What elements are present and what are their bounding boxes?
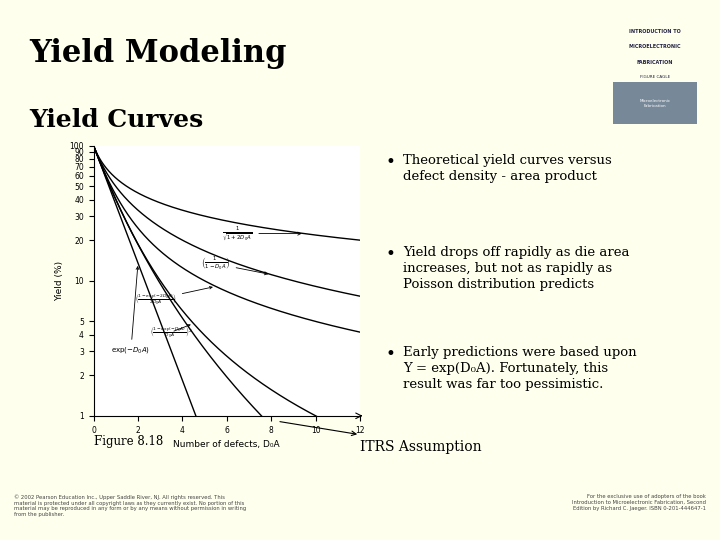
Text: $\left(\frac{1-\exp(-2D_0A)}{2D_0A}\right)$: $\left(\frac{1-\exp(-2D_0A)}{2D_0A}\righ… [135,287,212,306]
Text: $\exp(-D_0A)$: $\exp(-D_0A)$ [112,267,150,355]
Text: MICROELECTRONIC: MICROELECTRONIC [629,44,681,49]
Text: $\frac{1}{\sqrt{1+2D_0A}}$: $\frac{1}{\sqrt{1+2D_0A}}$ [222,224,301,243]
Text: Figure 8.18: Figure 8.18 [94,435,163,448]
Text: Early predictions were based upon
Y = exp(D₀A). Fortunately, this
result was far: Early predictions were based upon Y = ex… [403,346,636,390]
Text: Theoretical yield curves versus
defect density - area product: Theoretical yield curves versus defect d… [403,154,612,183]
Text: $\left(\frac{1}{1-D_0A}\right)$: $\left(\frac{1}{1-D_0A}\right)$ [201,255,268,275]
X-axis label: Number of defects, D₀A: Number of defects, D₀A [174,440,280,449]
Text: $\left(1-\frac{D_0A}{5}\right)^{-5}$: $\left(1-\frac{D_0A}{5}\right)^{-5}$ [0,539,1,540]
Text: © 2002 Pearson Education Inc., Upper Saddle River, NJ. All rights reserved. This: © 2002 Pearson Education Inc., Upper Sad… [14,494,247,517]
Text: FABRICATION: FABRICATION [637,59,673,64]
Text: •: • [385,246,395,262]
Y-axis label: Yield (%): Yield (%) [55,261,64,301]
Text: Yield Curves: Yield Curves [29,108,203,132]
Text: •: • [385,154,395,171]
Text: INTRODUCTION TO: INTRODUCTION TO [629,29,681,33]
Text: FIGURE CAGLE: FIGURE CAGLE [640,75,670,79]
Text: ITRS Assumption: ITRS Assumption [360,440,482,454]
Text: For the exclusive use of adopters of the book
Introduction to Microelectronic Fa: For the exclusive use of adopters of the… [572,494,706,511]
Text: Microelectronic
Fabrication: Microelectronic Fabrication [639,99,671,108]
Text: •: • [385,346,395,362]
Text: $\left(\frac{1-\exp(-D_0A)}{D_0A}\right)^2$: $\left(\frac{1-\exp(-D_0A)}{D_0A}\right)… [150,325,192,339]
FancyBboxPatch shape [613,82,698,124]
Text: Yield drops off rapidly as die area
increases, but not as rapidly as
Poisson dis: Yield drops off rapidly as die area incr… [403,246,630,291]
Text: Yield Modeling: Yield Modeling [29,38,287,69]
